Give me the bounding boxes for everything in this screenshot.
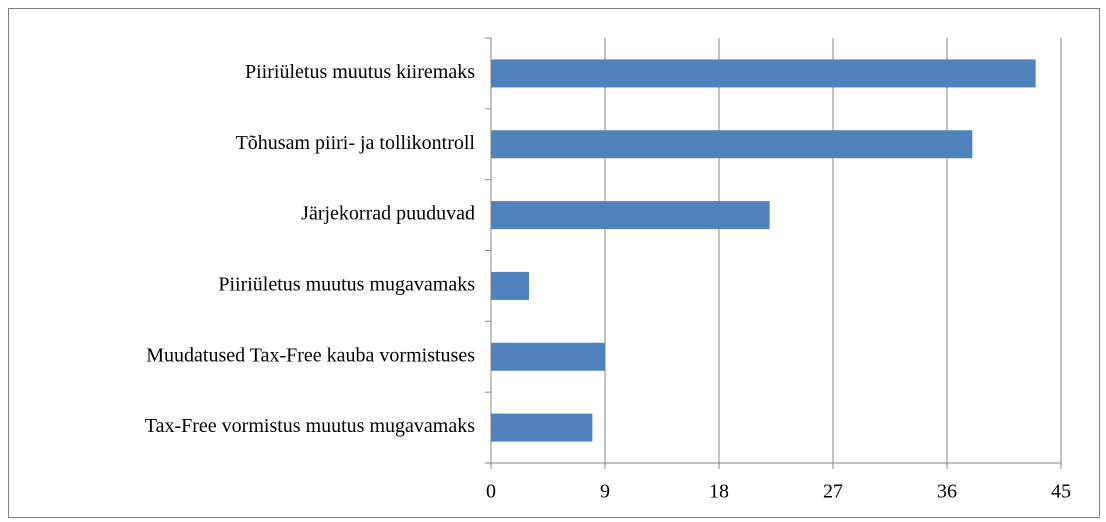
x-tick-label: 0	[486, 481, 496, 503]
bar	[491, 59, 1036, 88]
y-tick-label: Tõhusam piiri- ja tollikontroll	[236, 132, 476, 154]
x-tick-label: 18	[709, 481, 729, 503]
y-tick-label: Järjekorrad puuduvad	[301, 203, 475, 225]
x-tick-label: 45	[1051, 481, 1071, 503]
bar	[491, 201, 770, 230]
bar	[491, 342, 605, 371]
bar	[491, 130, 973, 159]
y-tick-label: Muudatused Tax-Free kauba vormistuses	[146, 344, 475, 366]
x-tick-label: 27	[823, 481, 843, 503]
x-tick-label: 9	[600, 481, 610, 503]
bar	[491, 271, 529, 300]
y-tick-label: Piiriületus muutus mugavamaks	[218, 274, 475, 296]
y-tick-label: Piiriületus muutus kiiremaks	[245, 61, 475, 83]
y-tick-label: Tax-Free vormistus muutus mugavamaks	[145, 415, 475, 437]
x-tick-label: 36	[937, 481, 957, 503]
bar	[491, 413, 593, 442]
